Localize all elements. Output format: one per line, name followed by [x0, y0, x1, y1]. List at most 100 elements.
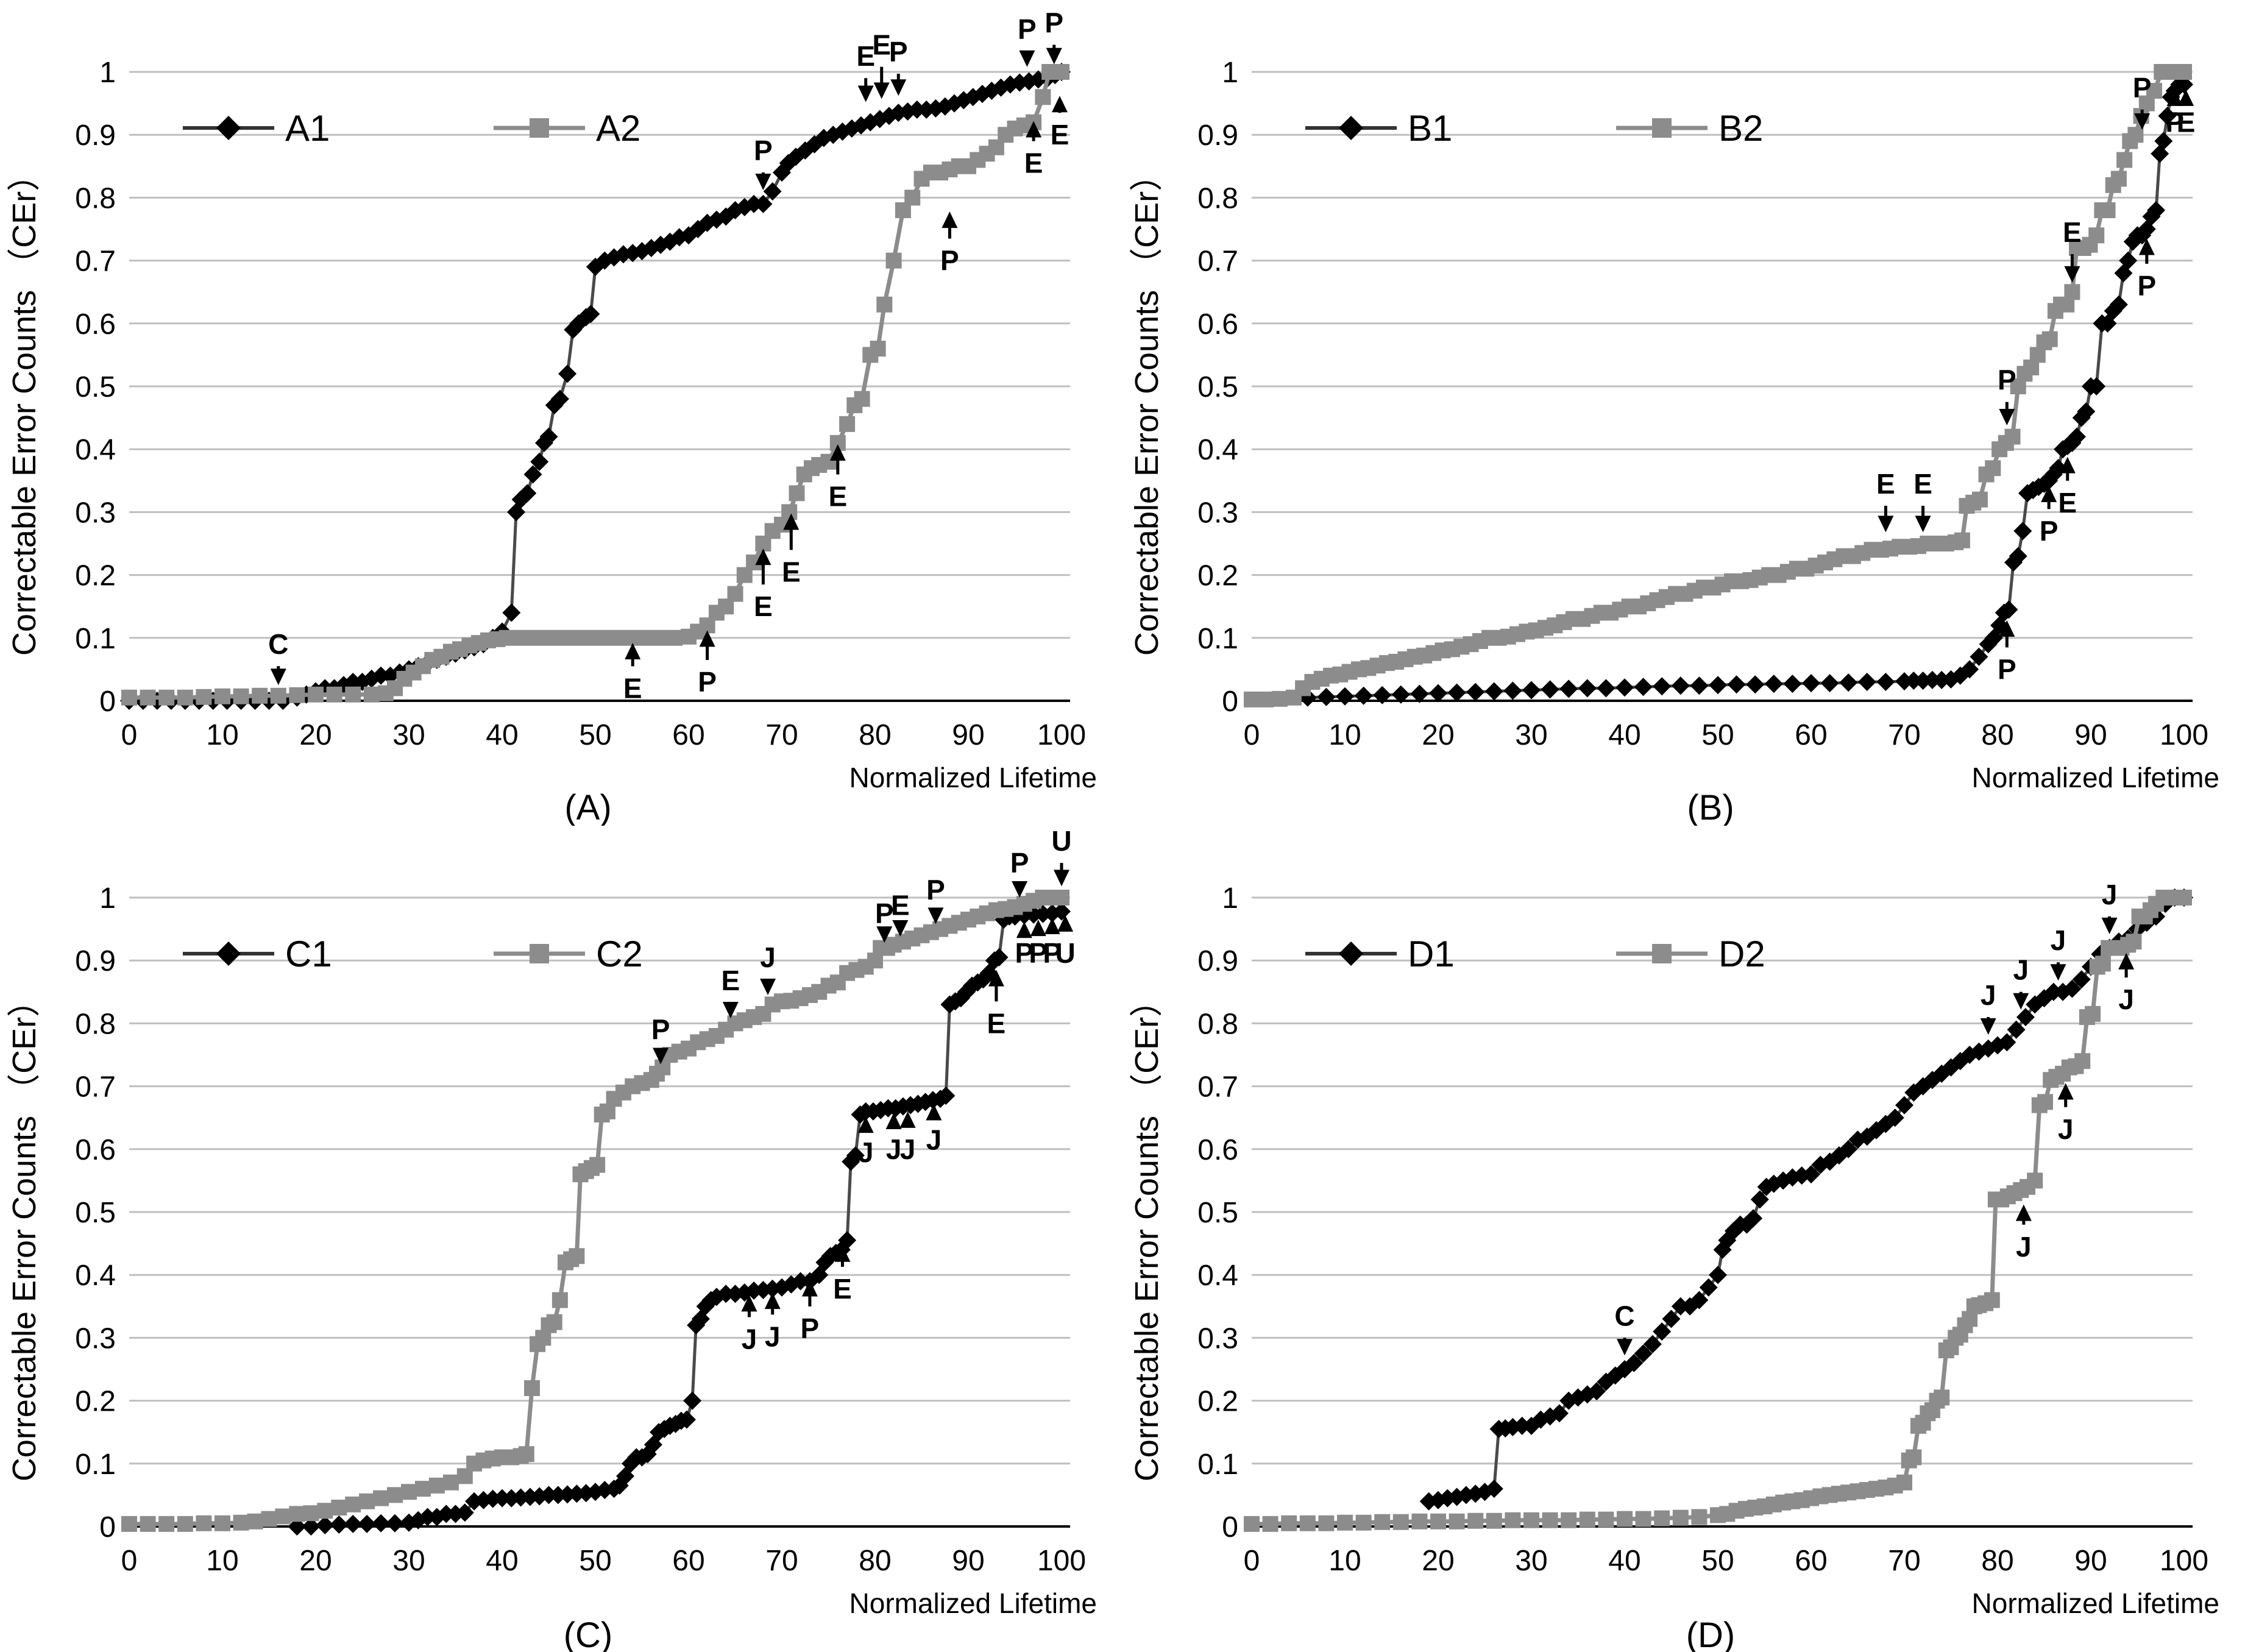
annotation-label-E: E: [987, 1007, 1006, 1039]
svg-text:10: 10: [206, 1545, 238, 1577]
svg-text:0.2: 0.2: [1197, 560, 1238, 592]
legend-label-series2: A2: [596, 108, 640, 149]
annotation-label-E: E: [2063, 216, 2082, 248]
svg-text:0: 0: [1244, 1545, 1260, 1577]
annotation-label-P: P: [1998, 364, 2016, 396]
svg-text:50: 50: [579, 719, 611, 751]
annotation-label-U: U: [1051, 826, 1071, 857]
series-A1: [120, 63, 1071, 710]
svg-text:0: 0: [1244, 719, 1260, 751]
svg-text:0.7: 0.7: [75, 246, 116, 278]
svg-text:0.6: 0.6: [1197, 1134, 1238, 1166]
annotation-label-E: E: [828, 481, 847, 512]
svg-text:0.8: 0.8: [75, 1008, 116, 1040]
legend-label-series2: B2: [1718, 108, 1763, 149]
svg-text:0: 0: [1222, 1511, 1238, 1544]
annotation-label-P: P: [875, 898, 894, 929]
annotation-label-P: P: [2133, 72, 2152, 104]
y-axis-title: Correctable Error Counts （CEr）: [6, 984, 43, 1481]
svg-text:100: 100: [1037, 1545, 1086, 1577]
annotation-label-P: P: [1015, 937, 1034, 969]
svg-text:50: 50: [1701, 719, 1734, 751]
legend: B1 B2: [1305, 108, 1763, 149]
svg-text:40: 40: [1608, 1545, 1640, 1577]
annotation-label-E: E: [754, 590, 773, 622]
svg-text:0.1: 0.1: [1197, 623, 1238, 655]
svg-text:90: 90: [952, 1545, 984, 1577]
legend-square-icon: [1652, 944, 1672, 963]
x-axis-title: Normalized Lifetime: [849, 762, 1097, 793]
annotation-label-P: P: [940, 245, 959, 277]
annotation-label-C: C: [268, 628, 288, 660]
svg-text:0.9: 0.9: [1197, 945, 1238, 977]
series-B2: [1244, 64, 2192, 707]
svg-text:10: 10: [1328, 1545, 1361, 1577]
x-axis-title: Normalized Lifetime: [1972, 1587, 2219, 1619]
svg-text:30: 30: [392, 1545, 425, 1577]
svg-text:0.3: 0.3: [1197, 1322, 1238, 1355]
svg-text:90: 90: [952, 719, 984, 751]
y-axis-title: Correctable Error Counts （CEr）: [6, 158, 43, 656]
panel-caption: (C): [564, 1615, 613, 1652]
annotation-label-E: E: [782, 556, 801, 587]
annotation-label-J: J: [2118, 984, 2134, 1015]
svg-text:0.6: 0.6: [1197, 308, 1238, 341]
svg-text:1: 1: [99, 882, 116, 915]
annotation-label-J: J: [760, 941, 776, 973]
svg-text:10: 10: [1328, 719, 1361, 751]
svg-text:70: 70: [1888, 1545, 1920, 1577]
svg-text:80: 80: [1981, 1545, 2013, 1577]
annotation-label-P: P: [801, 1313, 820, 1344]
svg-text:0.4: 0.4: [75, 1260, 116, 1292]
svg-text:0.8: 0.8: [1197, 1008, 1238, 1040]
panel-D-plot: 00.10.20.30.40.50.60.70.80.910 10 20 30 40 50…: [1197, 879, 2208, 1577]
annotation-label-E: E: [833, 1273, 852, 1305]
svg-text:30: 30: [392, 719, 425, 751]
svg-text:20: 20: [1422, 719, 1454, 751]
svg-text:80: 80: [1981, 719, 2013, 751]
svg-text:100: 100: [1037, 719, 1086, 751]
svg-text:0.7: 0.7: [1197, 246, 1238, 278]
annotation-label-J: J: [765, 1321, 781, 1352]
svg-text:70: 70: [1888, 719, 1920, 751]
svg-text:40: 40: [486, 1545, 518, 1577]
svg-text:40: 40: [486, 719, 518, 751]
svg-text:0.3: 0.3: [1197, 497, 1238, 529]
series-B1-markers: [1298, 75, 2193, 707]
svg-text:20: 20: [299, 719, 332, 751]
svg-text:0: 0: [99, 686, 116, 718]
series-A2-markers: [121, 64, 1069, 706]
annotation-label-P: P: [1029, 937, 1048, 969]
svg-text:0.2: 0.2: [75, 560, 116, 592]
panel-A-chart: 00.10.20.30.40.50.60.70.80.910 10 20 30 40 50…: [6, 7, 1097, 826]
svg-text:0.1: 0.1: [1197, 1448, 1238, 1481]
svg-text:20: 20: [1422, 1545, 1454, 1577]
svg-text:0: 0: [121, 719, 138, 751]
svg-text:1: 1: [1222, 57, 1238, 89]
annotation-label-P: P: [2165, 107, 2184, 138]
svg-text:1: 1: [99, 57, 116, 89]
svg-text:30: 30: [1515, 1545, 1547, 1577]
svg-text:0.4: 0.4: [75, 434, 116, 466]
svg-text:0.2: 0.2: [1197, 1386, 1238, 1418]
annotation-label-J: J: [926, 1124, 942, 1155]
tick-labels: 00.10.20.30.40.50.60.70.80.910 10 20 30 40 50…: [1197, 57, 2208, 751]
panel-C: 0 0.1 0.2 0.3 0.4 0.5 0.6 0.7 0.8 0.9 1 0 10 20 30 40 50…: [0, 826, 1122, 1652]
series-C1-markers: [288, 902, 1071, 1536]
svg-text:0.8: 0.8: [75, 182, 116, 214]
panel-C-chart: 00.10.20.30.40.50.60.70.80.910 10 20 30 40 50…: [6, 826, 1097, 1652]
annotation-label-J: J: [2058, 1113, 2074, 1145]
x-axis-title: Normalized Lifetime: [849, 1587, 1097, 1619]
annotation-label-P: P: [1044, 7, 1063, 39]
legend-label-series2: C2: [596, 934, 643, 974]
svg-text:0.7: 0.7: [75, 1071, 116, 1104]
annotation-label-P: P: [926, 874, 945, 906]
svg-text:0.7: 0.7: [1197, 1071, 1238, 1104]
legend-diamond-icon: [216, 116, 241, 140]
panel-A: 0 0.1 0.2 0.3 0.4 0.5 0.6 0.7 0.8 0.9 1 0 10 20 30 40 50…: [0, 0, 1122, 826]
svg-text:0.1: 0.1: [75, 623, 116, 655]
legend-square-icon: [530, 118, 549, 138]
tick-labels: 00.10.20.30.40.50.60.70.80.910 10 20 30 40 50…: [75, 882, 1086, 1577]
svg-text:70: 70: [765, 719, 798, 751]
